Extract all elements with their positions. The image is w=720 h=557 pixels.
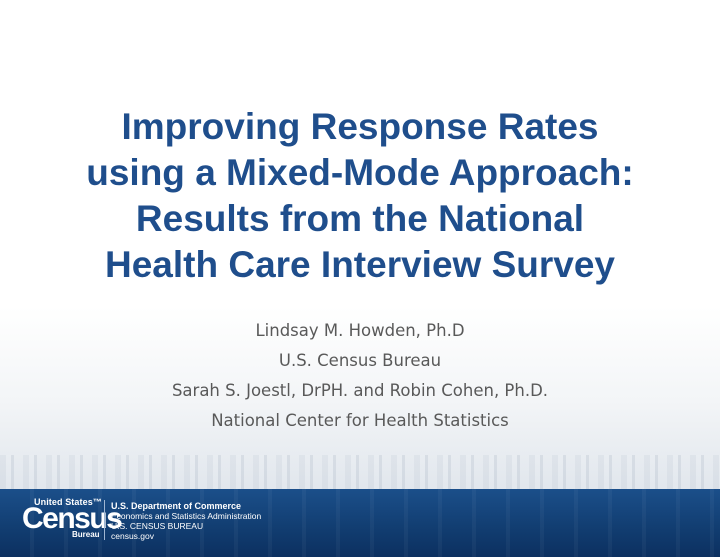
footer-bar — [0, 489, 720, 557]
author-block: Lindsay M. Howden, Ph.D U.S. Census Bure… — [40, 316, 680, 436]
title-line-2: using a Mixed-Mode Approach: — [86, 152, 634, 193]
department-name: U.S. Department of Commerce — [111, 501, 242, 511]
title-line-3: Results from the National — [135, 198, 585, 239]
title-line-4: Health Care Interview Survey — [105, 244, 615, 285]
census-bureau-logo: United States™ Census Bureau — [22, 497, 123, 543]
author-line-4: National Center for Health Statistics — [211, 411, 509, 430]
decorative-stripe-band — [0, 455, 720, 489]
footer-divider — [104, 500, 105, 540]
bureau-name: U.S. CENSUS BUREAU — [111, 521, 204, 531]
logo-united-states-text: United States™ — [34, 497, 102, 507]
department-info: U.S. Department of Commerce Economics an… — [111, 501, 261, 541]
title-line-1: Improving Response Rates — [121, 106, 599, 147]
author-line-2: U.S. Census Bureau — [278, 351, 442, 370]
author-line-3: Sarah S. Joestl, DrPH. and Robin Cohen, … — [171, 381, 549, 400]
slide-title: Improving Response Rates using a Mixed-M… — [40, 104, 680, 288]
administration-name: Economics and Statistics Administration — [111, 511, 262, 521]
website-text: census.gov — [111, 531, 154, 541]
logo-bureau-text: Bureau — [72, 530, 100, 539]
author-line-1: Lindsay M. Howden, Ph.D — [255, 321, 465, 340]
logo-census-wordmark: Census — [22, 502, 123, 535]
